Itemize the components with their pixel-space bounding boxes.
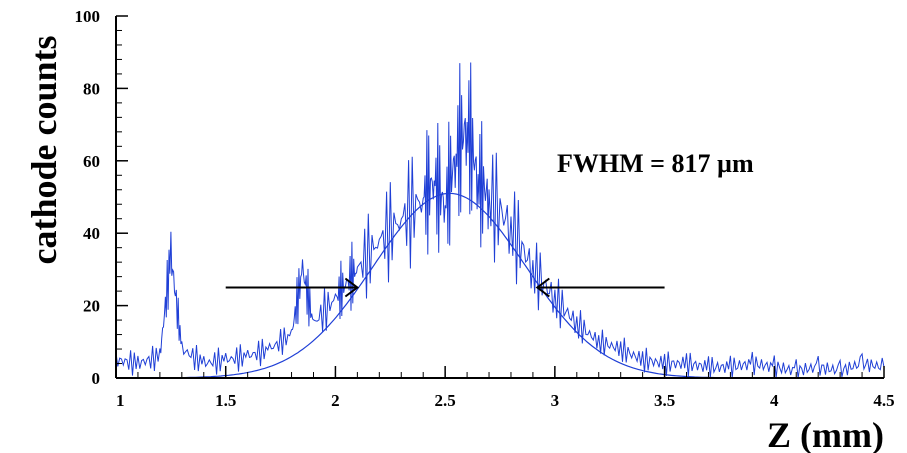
y-tick-label: 80 [83, 79, 100, 98]
y-axis-title: cathode counts [24, 35, 64, 264]
x-tick-label: 2.5 [435, 391, 456, 410]
tick-labels: 1 1.5 2 2.5 3 3.5 4 4.5 0 20 40 60 80 100 [75, 7, 895, 410]
data-series-line [115, 62, 885, 379]
fwhm-annotation: FWHM = 817 µm [557, 149, 754, 178]
gaussian-fit-line [116, 192, 884, 379]
x-tick-label: 3.5 [654, 391, 675, 410]
fwhm-right-arrow-head [535, 277, 550, 298]
y-tick-label: 100 [75, 7, 101, 26]
fwhm-left-arrow-head [344, 277, 360, 298]
y-tick-label: 20 [83, 297, 100, 316]
x-tick-label: 1 [116, 391, 125, 410]
x-axis-title: Z (mm) [767, 415, 884, 453]
x-tick-label: 2 [331, 391, 340, 410]
x-tick-label: 4 [770, 391, 779, 410]
x-tick-label: 3 [551, 391, 560, 410]
axes [115, 15, 885, 379]
y-tick-label: 60 [83, 152, 100, 171]
plot-area [115, 62, 885, 379]
y-tick-label: 40 [83, 224, 100, 243]
x-tick-label: 1.5 [215, 391, 236, 410]
x-tick-label: 4.5 [873, 391, 894, 410]
y-tick-label: 0 [92, 369, 101, 388]
